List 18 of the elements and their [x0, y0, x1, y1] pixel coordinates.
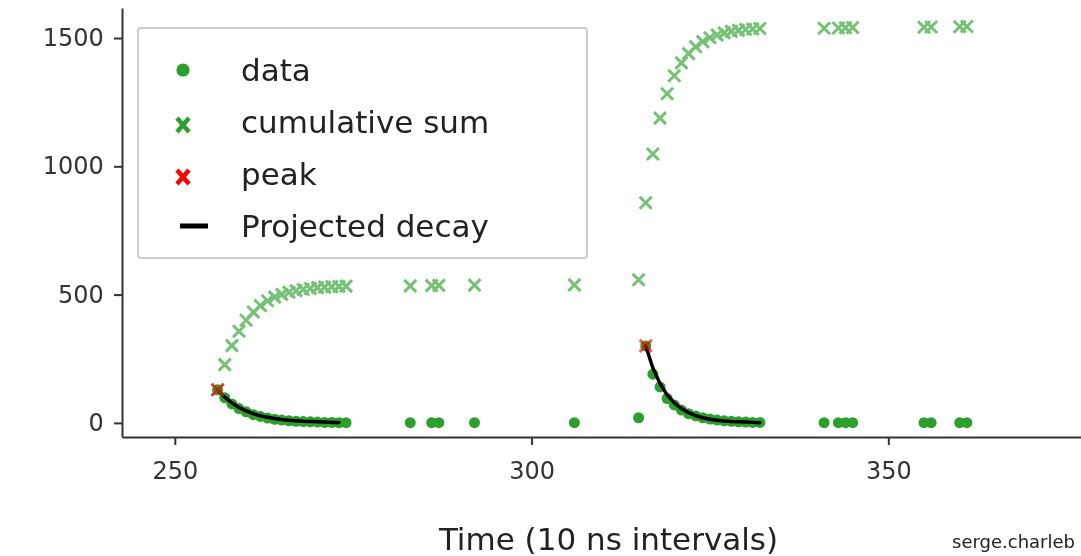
y-tick-label: 500: [57, 280, 104, 309]
point: [633, 412, 645, 424]
point: [404, 417, 416, 429]
text: serge.charleb: [952, 531, 1075, 552]
point: [568, 417, 580, 429]
x-axis-title: Time (10 ns intervals): [437, 521, 779, 556]
legend-label: Projected decay: [241, 208, 489, 244]
legend-label: peak: [241, 156, 317, 192]
point: [468, 417, 480, 429]
x-tick-label: 350: [865, 457, 912, 486]
point: [818, 417, 830, 429]
legend-label: data: [241, 52, 311, 88]
y-tick-label: 1000: [42, 152, 104, 181]
x-tick-label: 300: [509, 457, 555, 486]
y-tick-label: 0: [88, 409, 104, 438]
x-tick-label: 250: [152, 457, 199, 486]
y-tick-label: 1500: [42, 24, 104, 53]
legend-label: cumulative sum: [241, 104, 490, 140]
